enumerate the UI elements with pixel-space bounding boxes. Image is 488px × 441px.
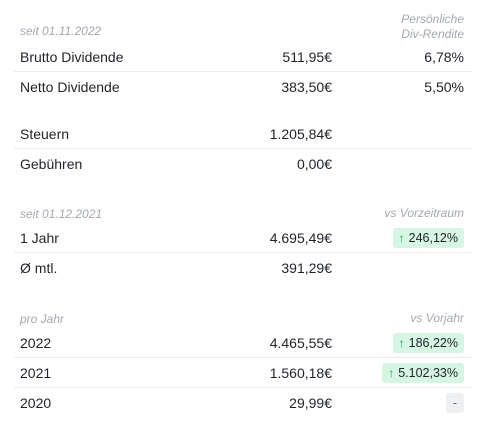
period-row-one-year: 1 Jahr 4.695,49€ ↑ 246,12% — [14, 223, 472, 253]
row-value: 383,50€ — [281, 78, 332, 95]
change-badge-neutral: - — [445, 392, 464, 413]
row-label: 1 Jahr — [20, 229, 59, 246]
row-label: 2022 — [20, 334, 52, 351]
row-value: 4.695,49€ — [269, 229, 332, 246]
row-value: 391,29€ — [281, 259, 332, 276]
dividends-period-label: seit 01.11.2022 — [20, 24, 102, 38]
period-row-monthly-avg: Ø mtl. 391,29€ — [14, 253, 472, 282]
change-badge: ↑ 186,22% — [392, 332, 464, 353]
yield-header-line2: Div-Rendite — [401, 27, 464, 41]
row-value: 0,00€ — [296, 155, 332, 172]
row-value: 1.205,84€ — [269, 125, 332, 142]
fees-row-taxes: Steuern 1.205,84€ — [14, 119, 472, 149]
row-value: 4.465,55€ — [269, 334, 332, 351]
yearly-label: pro Jahr — [20, 312, 65, 326]
row-label: Ø mtl. — [20, 259, 58, 276]
yearly-header: pro Jahr vs Vorjahr — [14, 308, 472, 326]
arrow-up-icon: ↑ — [388, 365, 395, 380]
change-badge: ↑ 5.102,33% — [382, 362, 464, 383]
change-badge: ↑ 246,12% — [392, 227, 464, 248]
dividend-row-gross: Brutto Dividende 511,95€ 6,78% — [14, 42, 472, 72]
period-header: seit 01.12.2021 vs Vorzeitraum — [14, 203, 472, 221]
yield-column-header: Persönliche Div-Rendite — [401, 12, 472, 42]
fees-row-charges: Gebühren 0,00€ — [14, 149, 472, 178]
row-label: Gebühren — [20, 155, 83, 172]
row-value: 29,99€ — [289, 394, 332, 411]
row-label: 2020 — [20, 394, 52, 411]
yearly-row-2020: 2020 29,99€ - — [14, 388, 472, 417]
row-label: Steuern — [20, 125, 70, 142]
change-value: 246,12% — [408, 230, 458, 245]
row-value: 511,95€ — [282, 48, 332, 65]
dividend-row-net: Netto Dividende 383,50€ 5,50% — [14, 72, 472, 101]
row-value: 1.560,18€ — [269, 364, 332, 381]
yield-header-line1: Persönliche — [401, 12, 464, 26]
arrow-up-icon: ↑ — [398, 230, 405, 245]
change-value: 186,22% — [408, 335, 458, 350]
dividend-summary-panel: seit 01.11.2022 Persönliche Div-Rendite … — [14, 0, 472, 417]
row-label: 2021 — [20, 364, 52, 381]
yearly-compare-label: vs Vorjahr — [410, 311, 464, 325]
dividends-header: seit 01.11.2022 Persönliche Div-Rendite — [14, 7, 472, 42]
row-yield: 5,50% — [424, 78, 464, 95]
period-compare-label: vs Vorzeitraum — [384, 206, 464, 220]
row-yield: 6,78% — [424, 48, 464, 65]
row-label: Brutto Dividende — [20, 48, 124, 65]
arrow-up-icon: ↑ — [398, 335, 405, 350]
row-label: Netto Dividende — [20, 78, 120, 95]
yearly-row-2022: 2022 4.465,55€ ↑ 186,22% — [14, 328, 472, 358]
period-label: seit 01.12.2021 — [20, 207, 103, 221]
yearly-row-2021: 2021 1.560,18€ ↑ 5.102,33% — [14, 358, 472, 388]
change-value: 5.102,33% — [398, 365, 458, 380]
